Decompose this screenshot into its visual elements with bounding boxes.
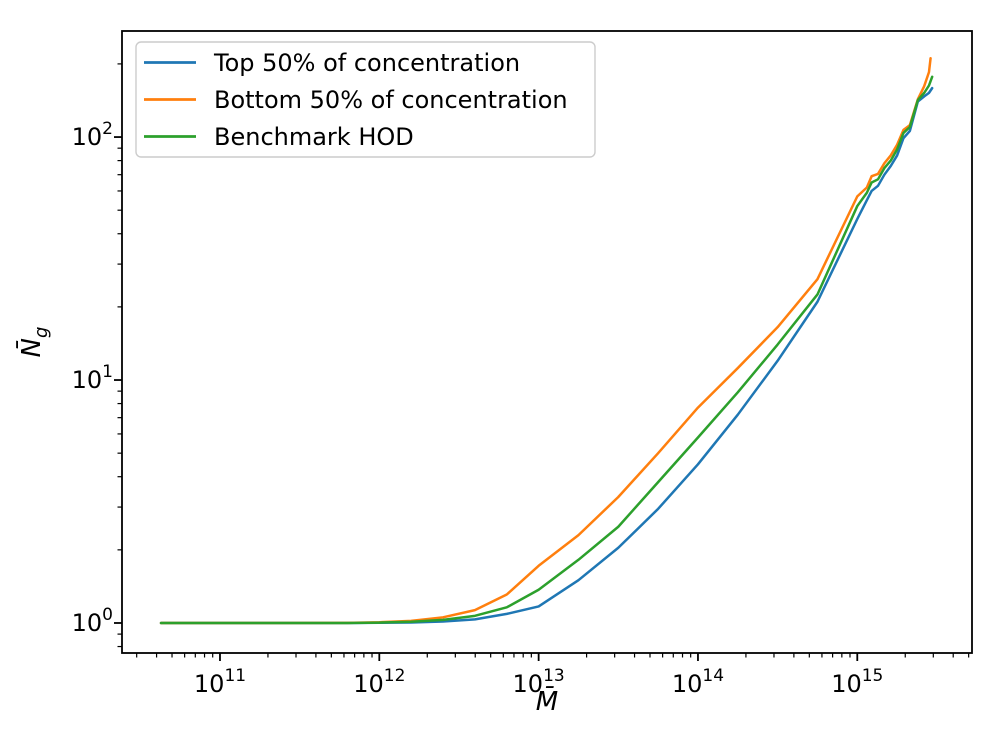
legend: Top 50% of concentration Bottom 50% of co…	[135, 41, 596, 158]
y-tick-label: 102	[72, 119, 113, 151]
y-axis-label: N̄g	[15, 327, 52, 358]
series-line-benchmark-hod	[159, 75, 934, 625]
series-lines	[159, 57, 934, 625]
x-tick-label: 1014	[672, 666, 724, 698]
x-tick-label: 1015	[831, 666, 883, 698]
y-tick-label: 100	[72, 605, 113, 637]
legend-item: Bottom 50% of concentration	[144, 86, 568, 114]
y-tick-label: 101	[72, 362, 113, 394]
legend-label: Benchmark HOD	[214, 123, 414, 151]
legend-item: Top 50% of concentration	[144, 49, 520, 77]
legend-label: Bottom 50% of concentration	[214, 86, 568, 114]
x-tick-label: 1011	[194, 666, 246, 698]
plot-border	[121, 30, 973, 654]
x-tick-label: 1012	[353, 666, 405, 698]
x-axis-label: M̄	[536, 685, 558, 717]
x-tick-label: 1013	[513, 666, 565, 698]
legend-label: Top 50% of concentration	[213, 49, 520, 77]
legend-item: Benchmark HOD	[144, 123, 414, 151]
legend-box	[135, 41, 596, 158]
series-line-top-50-of-concentration	[159, 86, 934, 625]
